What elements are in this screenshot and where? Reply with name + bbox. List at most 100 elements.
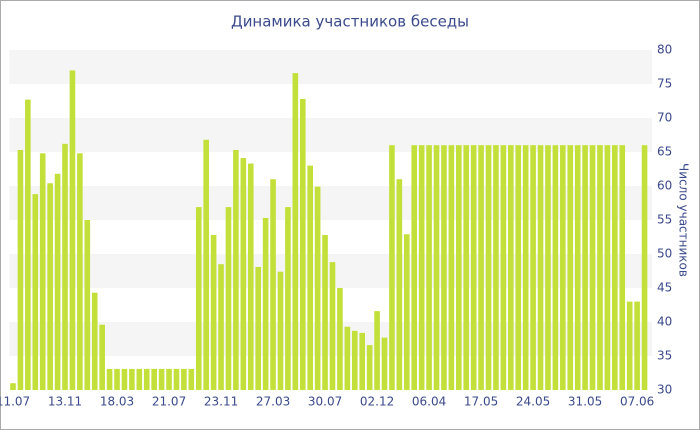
y-tick-label: 45 [657, 281, 672, 295]
bar [277, 271, 284, 390]
bar [233, 149, 239, 390]
bar [567, 145, 574, 390]
bar [129, 368, 135, 390]
grid-band [9, 118, 653, 152]
x-tick-label: 02.12 [360, 395, 394, 409]
bar [247, 163, 254, 390]
bar [195, 207, 202, 390]
x-tick-label: 27.03 [256, 395, 290, 409]
bar [597, 145, 603, 390]
bar [522, 145, 529, 390]
bar [604, 145, 611, 390]
bar [32, 194, 39, 390]
x-tick-label: 31.05 [568, 395, 602, 409]
bar [307, 165, 313, 390]
bar [515, 145, 522, 390]
y-tick-label: 40 [657, 315, 672, 329]
bar [351, 330, 358, 390]
bar [17, 149, 24, 390]
bar [10, 383, 16, 390]
bar [218, 264, 224, 390]
bar [158, 368, 165, 390]
bar [552, 145, 559, 390]
bar [626, 301, 633, 390]
y-tick-label: 60 [657, 179, 672, 193]
bar [285, 207, 291, 390]
bar [47, 183, 53, 390]
x-tick-label: 06.04 [412, 395, 446, 409]
bar [403, 234, 410, 390]
bar [530, 145, 536, 390]
bar [270, 179, 276, 390]
bar [545, 145, 551, 390]
bar [121, 368, 128, 390]
bar [337, 288, 343, 390]
bar [589, 145, 596, 390]
bar [485, 145, 492, 390]
bar [151, 368, 157, 390]
bar [433, 145, 440, 390]
bar [54, 173, 61, 390]
bar [441, 145, 447, 390]
bar [359, 332, 366, 390]
x-tick-label: 13.11 [48, 395, 82, 409]
bar [448, 145, 455, 390]
bar [389, 145, 395, 390]
chart-title: Динамика участников беседы [231, 13, 469, 31]
bar [493, 145, 499, 390]
bar [143, 368, 150, 390]
bar [314, 186, 321, 390]
y-tick-label: 70 [657, 111, 672, 125]
y-tick-label: 55 [657, 213, 672, 227]
bar [418, 145, 425, 390]
y-axis-title: Число участников [677, 163, 691, 277]
bar [240, 158, 247, 390]
x-tick-label: 24.05 [516, 395, 550, 409]
x-tick-label: 07.06 [620, 395, 654, 409]
x-tick-label: 11.07 [0, 395, 30, 409]
bar [225, 207, 232, 390]
bar [344, 326, 351, 390]
bar [99, 324, 105, 390]
bar [634, 301, 640, 390]
bar [25, 99, 31, 390]
x-tick-label: 23.11 [204, 395, 238, 409]
bar [574, 145, 581, 390]
bar [173, 368, 180, 390]
bar [508, 145, 514, 390]
bar [426, 145, 432, 390]
bar [299, 98, 306, 391]
bar [203, 139, 209, 390]
bar [582, 145, 588, 390]
bar [62, 143, 68, 390]
x-tick-label: 21.07 [152, 395, 186, 409]
bar [292, 73, 299, 391]
y-tick-label: 65 [657, 145, 672, 159]
y-tick-label: 35 [657, 349, 672, 363]
y-tick-label: 30 [657, 383, 672, 397]
grid-band [9, 186, 653, 220]
bar [166, 368, 172, 390]
bar [612, 145, 618, 390]
grid-band [9, 50, 653, 84]
bar [537, 145, 544, 390]
bar [136, 368, 143, 390]
x-tick-label: 30.07 [308, 395, 342, 409]
y-tick-label: 75 [657, 77, 672, 91]
bar [366, 345, 373, 390]
bar [560, 145, 566, 390]
bar [381, 337, 388, 390]
bar [396, 179, 403, 390]
bar [456, 145, 462, 390]
bar [463, 145, 470, 390]
bar [255, 266, 261, 390]
bar [91, 292, 98, 390]
bar [322, 234, 328, 390]
bar [500, 145, 507, 390]
bar [470, 145, 477, 390]
bar [114, 368, 120, 390]
bar [77, 153, 83, 390]
bar [106, 368, 113, 390]
bar [641, 145, 648, 390]
y-tick-label: 50 [657, 247, 672, 261]
